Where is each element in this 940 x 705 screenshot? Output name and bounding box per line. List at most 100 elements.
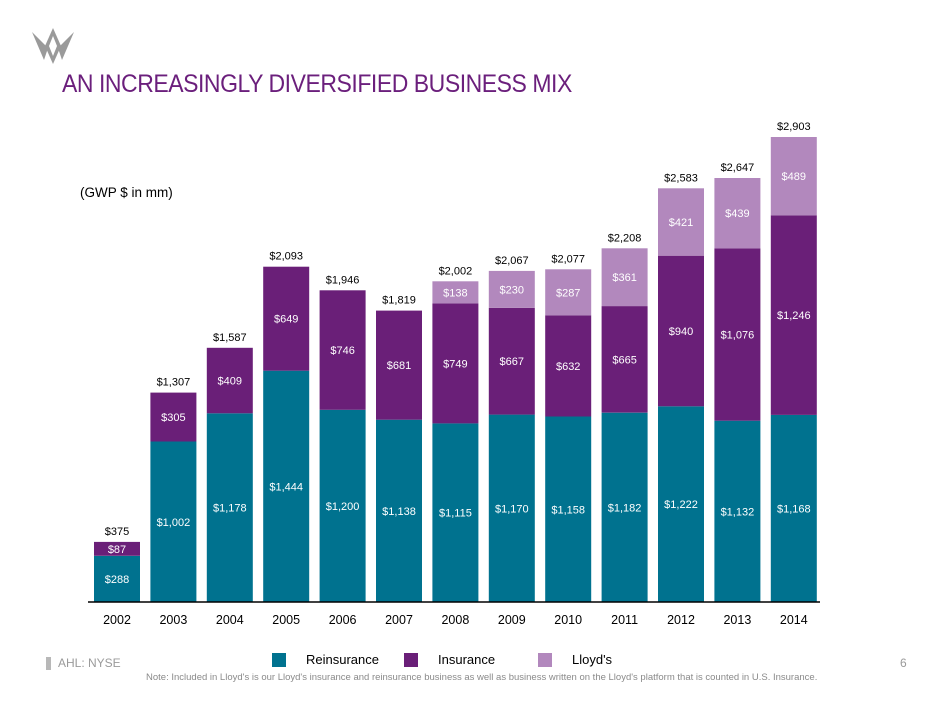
bar-lloyds-2010 bbox=[545, 269, 592, 316]
data-label-lloyds-2013: $439 bbox=[725, 208, 749, 220]
x-tick-label-2011: 2011 bbox=[611, 613, 638, 627]
ticker-symbol: AHL: NYSE bbox=[46, 656, 121, 670]
bar-insurance-2002 bbox=[94, 541, 140, 556]
bar-insurance-2003 bbox=[150, 392, 197, 442]
bar-reinsurance-2006 bbox=[319, 409, 366, 602]
data-label-insurance-2003: $305 bbox=[161, 412, 185, 424]
bar-reinsurance-2005 bbox=[263, 370, 310, 602]
x-tick-label-2014: 2014 bbox=[780, 613, 808, 627]
page-number: 6 bbox=[900, 656, 907, 670]
data-label-insurance-2008: $749 bbox=[443, 358, 467, 370]
data-label-lloyds-2012: $421 bbox=[669, 217, 693, 229]
legend-item-reinsurance: Reinsurance bbox=[272, 652, 379, 667]
x-tick-label-2010: 2010 bbox=[554, 613, 582, 627]
data-label-insurance-2013: $1,076 bbox=[721, 330, 755, 342]
data-label-reinsurance-2012: $1,222 bbox=[664, 499, 698, 511]
data-label-insurance-2007: $681 bbox=[387, 360, 411, 372]
bar-lloyds-2009 bbox=[488, 270, 535, 308]
legend-label-lloyds: Lloyd's bbox=[572, 652, 613, 667]
bar-reinsurance-2010 bbox=[545, 416, 592, 602]
data-label-insurance-2002: $87 bbox=[108, 544, 126, 556]
data-label-lloyds-2010: $287 bbox=[556, 287, 580, 299]
data-label-insurance-2009: $667 bbox=[500, 356, 524, 368]
bar-reinsurance-2012 bbox=[658, 406, 704, 602]
data-label-reinsurance-2002: $288 bbox=[105, 574, 129, 586]
data-label-reinsurance-2008: $1,115 bbox=[439, 508, 472, 520]
bar-reinsurance-2003 bbox=[150, 441, 197, 602]
bar-lloyds-2011 bbox=[601, 248, 648, 307]
total-label-2007: $1,819 bbox=[382, 295, 416, 307]
bar-reinsurance-2013 bbox=[714, 420, 761, 602]
data-label-lloyds-2009: $230 bbox=[500, 284, 524, 296]
data-label-lloyds-2008: $138 bbox=[443, 287, 467, 299]
bar-reinsurance-2004 bbox=[206, 413, 253, 602]
bar-insurance-2006 bbox=[319, 290, 366, 410]
x-tick-label-2005: 2005 bbox=[272, 613, 300, 627]
total-label-2012: $2,583 bbox=[664, 172, 698, 184]
x-tick-label-2003: 2003 bbox=[159, 613, 187, 627]
data-label-reinsurance-2011: $1,182 bbox=[608, 502, 642, 514]
ticker-text: AHL: NYSE bbox=[58, 656, 121, 670]
bar-insurance-2009 bbox=[488, 307, 535, 415]
bar-reinsurance-2008 bbox=[432, 423, 479, 602]
total-label-2004: $1,587 bbox=[213, 332, 247, 344]
x-tick-label-2009: 2009 bbox=[498, 613, 526, 627]
bar-insurance-2014 bbox=[770, 215, 817, 415]
x-tick-label-2012: 2012 bbox=[667, 613, 695, 627]
bar-lloyds-2012 bbox=[658, 188, 704, 256]
total-label-2009: $2,067 bbox=[495, 255, 529, 267]
total-label-2010: $2,077 bbox=[551, 253, 585, 265]
data-label-reinsurance-2014: $1,168 bbox=[777, 504, 811, 516]
total-label-2006: $1,946 bbox=[326, 274, 360, 286]
chart-legend: Reinsurance Insurance Lloyd's bbox=[0, 652, 940, 670]
legend-swatch-reinsurance bbox=[272, 652, 286, 667]
ticker-bar bbox=[46, 656, 51, 670]
data-label-reinsurance-2004: $1,178 bbox=[213, 503, 247, 515]
bar-insurance-2012 bbox=[658, 255, 704, 407]
legend-swatch-insurance bbox=[404, 652, 418, 667]
data-label-reinsurance-2005: $1,444 bbox=[269, 481, 303, 493]
x-tick-label-2004: 2004 bbox=[216, 613, 244, 627]
legend-item-insurance: Insurance bbox=[404, 652, 495, 667]
data-label-insurance-2014: $1,246 bbox=[777, 310, 811, 322]
data-label-insurance-2012: $940 bbox=[669, 326, 693, 338]
bar-insurance-2005 bbox=[263, 266, 310, 371]
bar-reinsurance-2014 bbox=[770, 414, 817, 602]
data-label-reinsurance-2006: $1,200 bbox=[326, 501, 360, 513]
bar-insurance-2008 bbox=[432, 303, 479, 424]
bar-lloyds-2013 bbox=[714, 178, 761, 249]
data-label-insurance-2005: $649 bbox=[274, 314, 298, 326]
x-tick-label-2013: 2013 bbox=[723, 613, 751, 627]
data-label-reinsurance-2009: $1,170 bbox=[495, 503, 529, 515]
total-label-2013: $2,647 bbox=[721, 162, 755, 174]
bar-reinsurance-2007 bbox=[376, 419, 422, 602]
bar-lloyds-2008 bbox=[432, 281, 479, 304]
legend-label-insurance: Insurance bbox=[438, 652, 496, 667]
data-label-insurance-2011: $665 bbox=[612, 354, 636, 366]
legend-swatch-lloyds bbox=[538, 652, 552, 667]
data-label-insurance-2004: $409 bbox=[218, 376, 242, 388]
legend-item-lloyds: Lloyd's bbox=[538, 652, 612, 667]
bar-insurance-2004 bbox=[206, 347, 253, 414]
total-label-2014: $2,903 bbox=[777, 121, 811, 133]
bar-reinsurance-2011 bbox=[601, 412, 648, 602]
company-logo bbox=[32, 28, 74, 64]
data-label-reinsurance-2013: $1,132 bbox=[721, 506, 755, 518]
stacked-bar-chart: $288 $87 $375 2002 $1,002 $305 $1,307 2003 $1,17… bbox=[88, 121, 820, 627]
x-tick-label-2006: 2006 bbox=[329, 613, 357, 627]
bar-insurance-2011 bbox=[601, 306, 648, 413]
bar-reinsurance-2009 bbox=[488, 414, 535, 602]
data-label-insurance-2006: $746 bbox=[330, 345, 354, 357]
total-label-2003: $1,307 bbox=[157, 377, 191, 389]
x-tick-label-2002: 2002 bbox=[103, 613, 131, 627]
data-label-lloyds-2014: $489 bbox=[782, 171, 806, 183]
total-label-2002: $375 bbox=[105, 526, 129, 538]
units-label: (GWP $ in mm) bbox=[80, 185, 173, 200]
data-label-reinsurance-2010: $1,158 bbox=[551, 504, 585, 516]
data-label-reinsurance-2007: $1,138 bbox=[382, 506, 416, 518]
page-title: AN INCREASINGLY DIVERSIFIED BUSINESS MIX bbox=[62, 70, 572, 98]
total-label-2011: $2,208 bbox=[608, 232, 642, 244]
total-label-2005: $2,093 bbox=[269, 251, 303, 263]
data-label-lloyds-2011: $361 bbox=[612, 272, 636, 284]
bar-insurance-2007 bbox=[376, 310, 422, 420]
